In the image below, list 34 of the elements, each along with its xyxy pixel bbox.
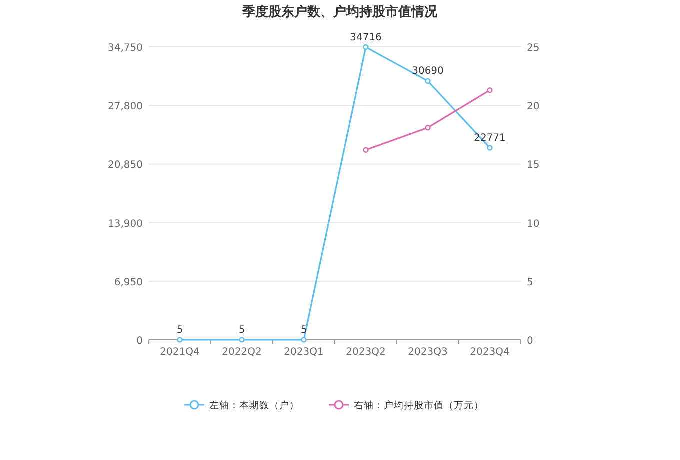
data-label: 5	[238, 324, 246, 336]
point	[425, 78, 431, 84]
y-tick-label: 13,900	[108, 218, 143, 230]
point	[177, 337, 183, 343]
y-tick-label: 20,850	[108, 160, 143, 172]
y2-tick-label: 20	[527, 102, 540, 113]
point	[301, 337, 307, 343]
y2-tick-label: 5	[527, 277, 534, 288]
y2-tick-label: 25	[527, 43, 540, 54]
data-label: 5	[176, 324, 184, 336]
point	[487, 145, 493, 151]
chart-title: 季度股东户数、户均持股市值情况	[242, 4, 438, 20]
point	[425, 125, 431, 131]
x-tick-label: 2023Q1	[284, 347, 324, 358]
point	[487, 88, 493, 94]
y-tick-label: 34,750	[108, 43, 143, 54]
y2-tick-label: 0	[527, 336, 534, 347]
y2-tick-label: 10	[527, 218, 540, 230]
y-tick-label: 6,950	[114, 277, 143, 288]
legend-label: 左轴：本期数（户）	[210, 400, 300, 412]
x-tick-label: 2023Q2	[346, 347, 386, 358]
legend-label: 右轴：户均持股市值（万元）	[354, 400, 484, 412]
y2-tick-label: 15	[527, 160, 540, 172]
y-tick-label: 0	[136, 336, 143, 347]
data-label: 30690	[412, 66, 444, 78]
x-tick-label: 2023Q4	[470, 347, 510, 358]
point	[363, 44, 369, 50]
x-tick-label: 2021Q4	[160, 347, 200, 358]
x-tick-label: 2022Q2	[222, 347, 262, 358]
x-tick-label: 2023Q3	[408, 347, 448, 358]
point	[363, 147, 369, 153]
data-label: 34716	[350, 32, 382, 44]
point	[239, 337, 245, 343]
y-tick-label: 27,800	[108, 102, 143, 113]
